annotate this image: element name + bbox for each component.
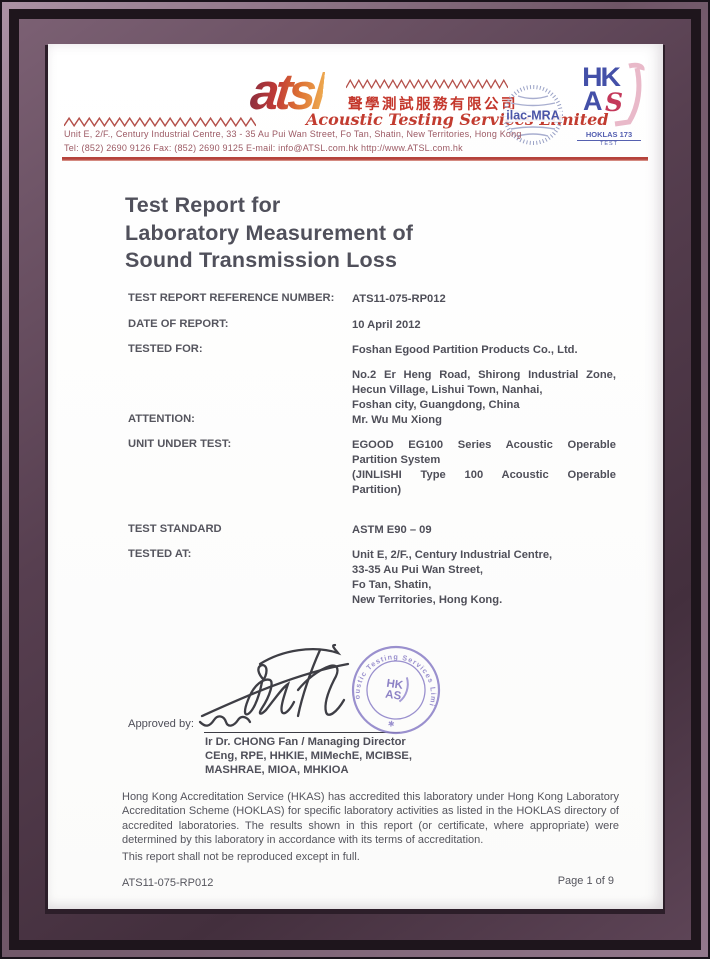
tested-at-line: Unit E, 2/F., Century Industrial Centre, — [352, 549, 553, 561]
header-contact-line: Tel: (852) 2690 9126 Fax: (852) 2690 912… — [64, 143, 463, 153]
waveform-decoration-right-icon — [346, 79, 508, 89]
address-line: Foshan city, Guangdong, China — [352, 399, 520, 411]
ilac-mra-label: ilac-MRA — [506, 109, 559, 123]
field-label-test-standard: TEST STANDARD — [128, 523, 222, 535]
ilac-mra-logo: ilac-MRA — [503, 85, 563, 145]
stamp-star-icon: ✱ — [387, 719, 395, 729]
field-label-attention: ATTENTION: — [128, 413, 195, 425]
hkas-letter-a: A — [583, 86, 603, 116]
header-divider — [62, 157, 648, 161]
field-value-test-standard: ASTM E90 – 09 — [352, 524, 432, 536]
hkas-logo: HK A S HOKLAS 173 TEST — [577, 62, 645, 160]
stamp-center-as: AS — [384, 689, 402, 703]
accreditation-statement: Hong Kong Accreditation Service (HKAS) h… — [122, 791, 619, 847]
field-value-tested-at: Unit E, 2/F., Century Industrial Centre,… — [352, 548, 616, 608]
field-value-tested-for-address: No.2 Er Heng Road, Shirong Industrial Zo… — [352, 368, 616, 413]
field-label-unit-under-test: UNIT UNDER TEST: — [128, 438, 232, 450]
waveform-decoration-left-icon — [64, 117, 256, 127]
hkas-letter-s: S — [605, 88, 624, 117]
company-stamp: Acoustic Testing Services Limited ✱ HK A… — [343, 636, 446, 735]
approver-block: Ir Dr. CHONG Fan / Managing Director CEn… — [205, 735, 412, 777]
unit-under-test-line: Partition) — [352, 484, 402, 496]
field-label-tested-for: TESTED FOR: — [128, 343, 203, 355]
company-name-chinese: 聲學測試服務有限公司 — [348, 97, 518, 113]
stamp-center-hk: HK — [386, 678, 405, 692]
page-number: Page 1 of 9 — [557, 875, 614, 887]
hkas-swoosh-icon — [614, 62, 645, 127]
unit-under-test-line: Partition System — [352, 454, 441, 466]
tested-at-line: Fo Tan, Shatin, — [352, 579, 432, 591]
report-page: atsl 聲學測試服務有限公司 Acoustic Testing Service… — [48, 44, 663, 909]
unit-under-test-line: EGOOD EG100 Series Acoustic Operable — [352, 439, 616, 451]
stamp-center-swoosh-icon — [398, 677, 409, 703]
signature-line — [204, 732, 400, 733]
field-label-tested-at: TESTED AT: — [128, 548, 192, 560]
address-line: No.2 Er Heng Road, Shirong Industrial Zo… — [352, 369, 616, 381]
hkas-letters-hk: HK — [582, 62, 621, 92]
footer-report-ref: ATS11-075-RP012 — [122, 877, 214, 889]
reproduction-note: This report shall not be reproduced exce… — [122, 851, 360, 863]
hoklas-accreditation-label: HOKLAS 173 — [577, 130, 641, 141]
field-value-attention: Mr. Wu Mu Xiong — [352, 414, 442, 426]
signature-scribble — [198, 643, 350, 727]
field-value-reference-number: ATS11-075-RP012 — [352, 293, 446, 305]
field-label-reference-number: TEST REPORT REFERENCE NUMBER: — [128, 292, 335, 304]
report-title-line1: Test Report for — [125, 193, 281, 217]
report-title-line2: Laboratory Measurement of — [125, 220, 414, 245]
report-title: Test Report for Laboratory Measurement o… — [125, 192, 413, 275]
unit-under-test-line: (JINLISHI Type 100 Acoustic Operable — [352, 469, 616, 481]
field-label-date-of-report: DATE OF REPORT: — [128, 318, 229, 330]
field-value-date-of-report: 10 April 2012 — [352, 319, 421, 331]
tested-at-line: New Territories, Hong Kong. — [352, 594, 503, 606]
field-value-tested-for: Foshan Egood Partition Products Co., Ltd… — [352, 344, 578, 356]
tested-at-line: 33-35 Au Pui Wan Street, — [352, 564, 483, 576]
field-value-unit-under-test: EGOOD EG100 Series Acoustic Operable Par… — [352, 438, 616, 498]
approver-qualifications-1: CEng, RPE, HHKIE, MIMechE, MCIBSE, — [205, 750, 412, 762]
report-title-line3: Sound Transmission Loss — [125, 248, 398, 272]
approver-name: Ir Dr. CHONG Fan / Managing Director — [205, 736, 406, 748]
hoklas-test-label: TEST — [599, 141, 619, 147]
header-address-line: Unit E, 2/F., Century Industrial Centre,… — [64, 129, 522, 139]
approver-qualifications-2: MASHRAE, MIOA, MHKIOA — [205, 764, 349, 776]
address-line: Hecun Village, Lishui Town, Nanhai, — [352, 384, 543, 396]
approved-by-label: Approved by: — [128, 718, 194, 730]
